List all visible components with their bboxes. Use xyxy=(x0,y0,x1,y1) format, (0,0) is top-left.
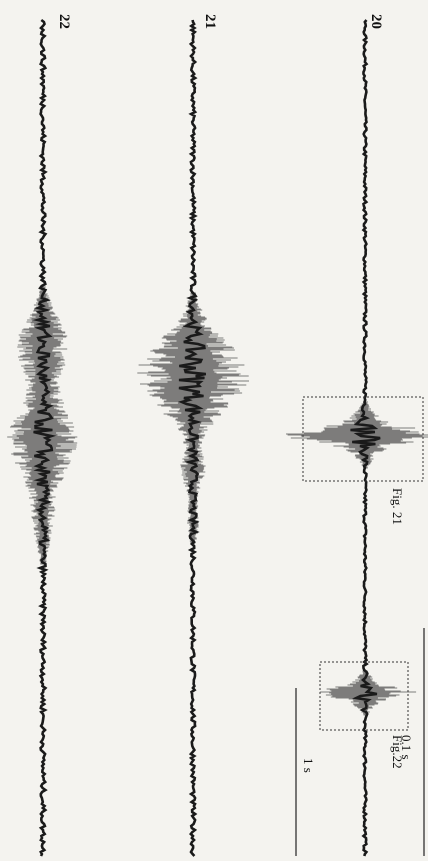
trace-21-baseline xyxy=(178,19,207,857)
trace-22-baseline xyxy=(32,18,57,857)
trace-22 xyxy=(7,18,78,857)
trace-label-21: 21 xyxy=(202,14,218,29)
trace-20-baseline xyxy=(350,19,381,857)
scale-bar-1s-label: 1 s xyxy=(301,758,316,773)
oscillogram-traces xyxy=(7,18,428,857)
trace-21 xyxy=(137,19,249,857)
fig21-selection-box xyxy=(302,396,424,482)
scale-bar-0-1s-label: 0.1 s xyxy=(399,735,414,760)
fig21-box-label: Fig. 21 xyxy=(390,488,405,525)
trace-20-bursts xyxy=(286,401,428,716)
trace-label-20: 20 xyxy=(368,14,384,29)
trace-20 xyxy=(286,19,428,857)
trace-label-22: 22 xyxy=(56,14,72,29)
fig22-selection-box xyxy=(319,661,409,731)
